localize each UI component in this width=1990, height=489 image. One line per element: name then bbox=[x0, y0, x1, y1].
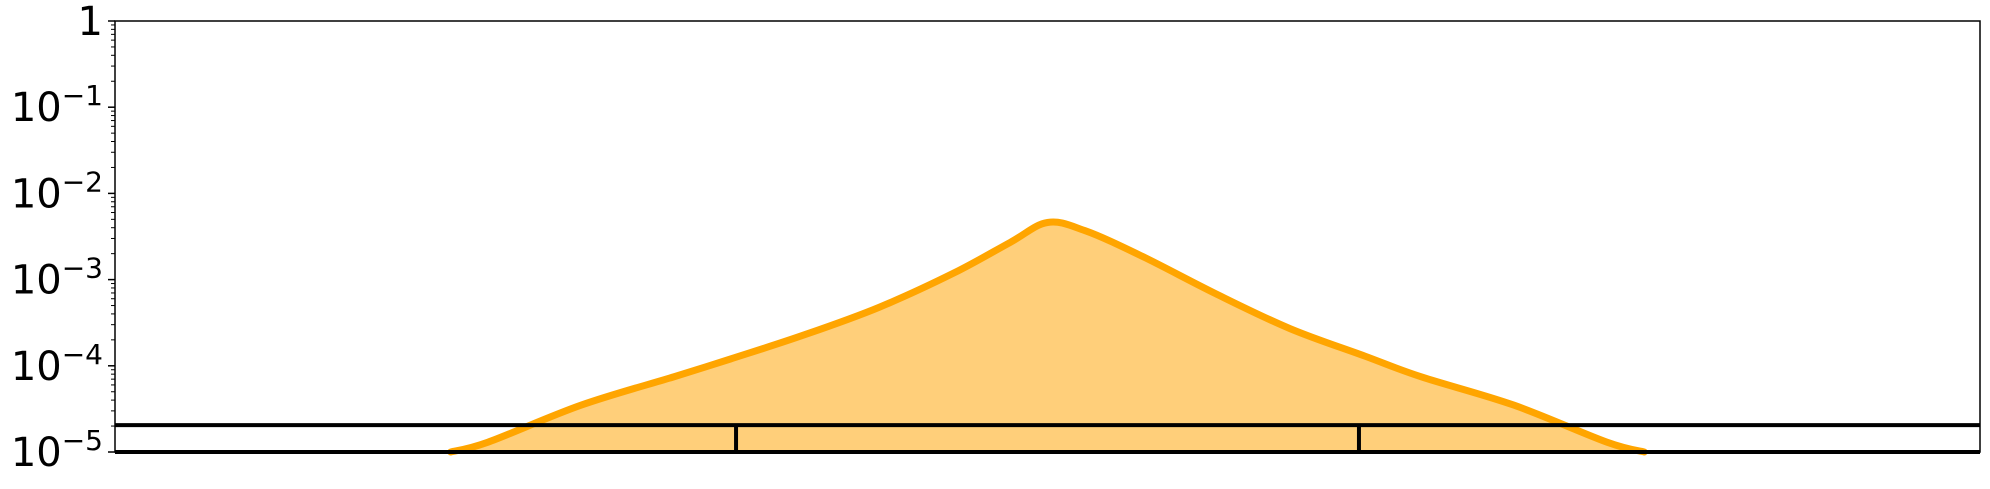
y-tick-exponent: −2 bbox=[62, 165, 103, 198]
y-tick-label: 10−3 bbox=[11, 252, 103, 304]
area-layer bbox=[447, 218, 1648, 456]
y-tick-label: 1 bbox=[78, 0, 103, 45]
y-tick-exponent: −1 bbox=[62, 79, 103, 112]
y-tick-base: 10 bbox=[11, 430, 62, 476]
y-tick-label: 10−1 bbox=[11, 79, 103, 131]
y-tick-exponent: −5 bbox=[62, 424, 103, 457]
y-axis: 110−110−210−310−410−5 bbox=[11, 0, 115, 476]
plot-frame bbox=[114, 20, 1981, 453]
series-0-line bbox=[447, 218, 1648, 456]
y-tick-base: 1 bbox=[78, 0, 103, 45]
y-tick-label: 10−2 bbox=[11, 165, 103, 217]
y-tick-base: 10 bbox=[11, 258, 62, 304]
y-tick-base: 10 bbox=[11, 85, 62, 131]
y-tick-label: 10−4 bbox=[11, 338, 103, 390]
y-tick-base: 10 bbox=[11, 171, 62, 217]
y-tick-exponent: −3 bbox=[62, 252, 103, 285]
y-tick-base: 10 bbox=[11, 344, 62, 390]
y-tick-label: 10−5 bbox=[11, 424, 103, 476]
series-0-area bbox=[450, 222, 1645, 452]
y-tick-exponent: −4 bbox=[62, 338, 103, 371]
